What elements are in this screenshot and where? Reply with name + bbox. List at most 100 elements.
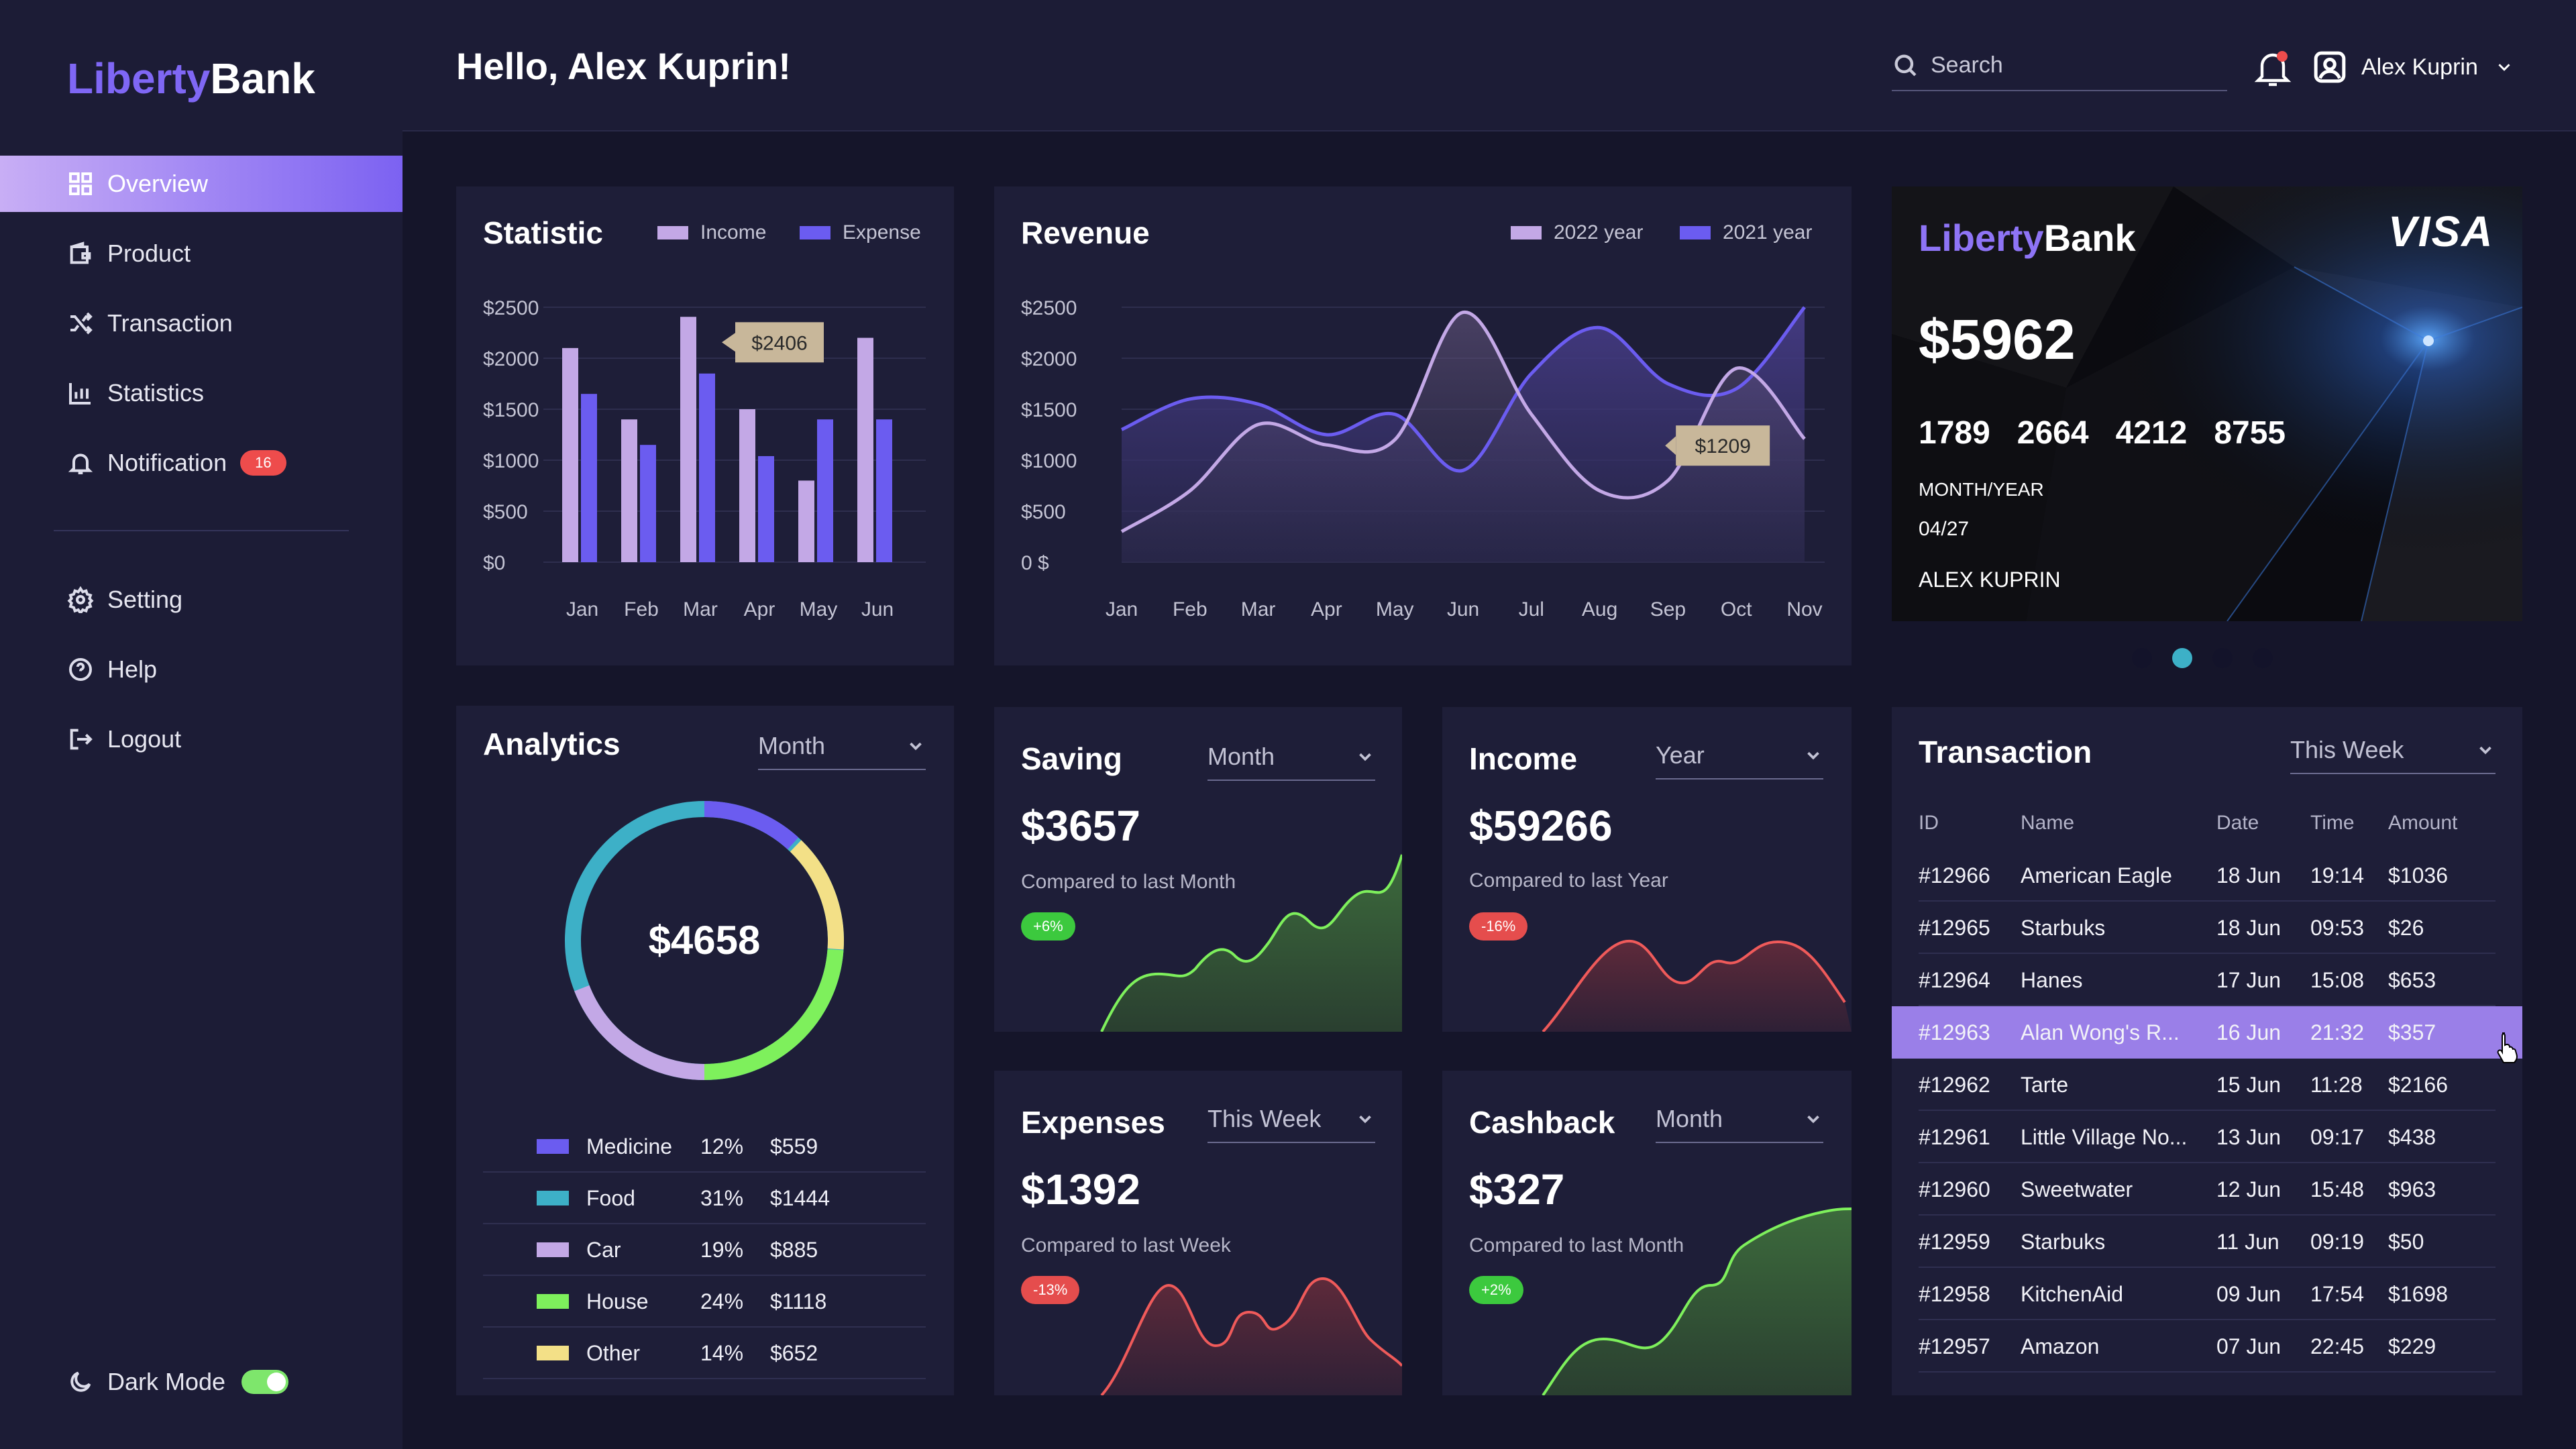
transaction-period-dropdown[interactable]: This Week [2290, 727, 2496, 774]
y-tick-label: 0 $ [1021, 552, 1049, 574]
category-amount: $885 [770, 1237, 818, 1262]
income-period-dropdown[interactable]: Year [1656, 733, 1823, 780]
expenses-compare-text: Compared to last Week [1021, 1234, 1231, 1256]
y-tick-label: $1000 [1021, 450, 1077, 472]
carousel-dot[interactable] [2132, 648, 2152, 668]
sidebar: LibertyBank Overview Product Transaction… [0, 0, 402, 1449]
cashback-title: Cashback [1469, 1105, 1615, 1140]
donut-segment-other [565, 801, 844, 1080]
x-tick-label: Mar [1241, 598, 1276, 621]
legend-swatch [537, 1346, 569, 1360]
analytics-legend-row: Car 19% $885 [483, 1225, 926, 1276]
bar-expense[interactable] [817, 419, 833, 562]
saving-period-dropdown[interactable]: Month [1208, 734, 1375, 781]
sidebar-item-logout[interactable]: Logout [0, 711, 402, 767]
sidebar-item-label: Overview [107, 170, 209, 197]
card-number: 1789 2664 4212 8755 [1919, 415, 2286, 451]
cashback-period-dropdown[interactable]: Month [1656, 1096, 1823, 1143]
notification-bell-icon[interactable] [2254, 47, 2292, 87]
visa-logo: VISA [2388, 207, 2494, 256]
column-header-amount[interactable]: Amount [2388, 812, 2458, 834]
analytics-legend-row: Food 31% $1444 [483, 1173, 926, 1224]
carousel-dot[interactable] [2253, 648, 2273, 668]
sidebar-item-transaction[interactable]: Transaction [0, 295, 402, 352]
logout-icon [70, 729, 93, 750]
sidebar-item-setting[interactable]: Setting [0, 572, 402, 628]
cell-time: 22:45 [2310, 1334, 2365, 1358]
legend-label: 2022 year [1554, 221, 1644, 244]
category-name: Other [586, 1340, 641, 1365]
expenses-period-dropdown[interactable]: This Week [1208, 1096, 1375, 1143]
cashback-value: $327 [1469, 1165, 1565, 1214]
moon-icon [70, 1371, 91, 1392]
cashback-compare-text: Compared to last Month [1469, 1234, 1684, 1256]
bell-icon [68, 453, 93, 474]
bar-income[interactable] [562, 347, 578, 562]
legend-2022: 2022 year [1511, 221, 1643, 244]
table-row[interactable]: #12966 American Eagle 18 Jun 19:14 $1036 [1892, 849, 2522, 902]
search-input[interactable]: Search [1892, 40, 2227, 91]
user-name: Alex Kuprin [2361, 54, 2478, 80]
dark-mode-toggle[interactable] [241, 1370, 289, 1394]
row-divider [1919, 1162, 2496, 1163]
x-tick-label: Mar [683, 598, 718, 621]
bar-income[interactable] [798, 480, 814, 562]
table-row-selected[interactable]: #12963 Alan Wong's R... 16 Jun 21:32 $357 [1892, 1006, 2522, 1059]
x-tick-label: Apr [744, 598, 775, 621]
saving-change-badge: +6% [1021, 912, 1075, 941]
legend-label: Income [700, 221, 767, 244]
bar-expense[interactable] [876, 419, 892, 562]
table-row[interactable]: #12960 Sweetwater 12 Jun 15:48 $963 [1892, 1163, 2522, 1216]
bar-expense[interactable] [699, 373, 715, 562]
carousel-dot[interactable] [2212, 648, 2233, 668]
column-header-id[interactable]: ID [1919, 812, 1939, 834]
shuffle-icon [70, 312, 93, 335]
table-row[interactable]: #12961 Little Village No... 13 Jun 09:17 $43… [1892, 1111, 2522, 1163]
carousel-dot-active[interactable] [2172, 648, 2192, 668]
bar-expense[interactable] [758, 455, 774, 562]
bar-income[interactable] [680, 317, 696, 562]
legend-swatch [537, 1139, 569, 1154]
bar-income[interactable] [739, 409, 755, 562]
analytics-period-dropdown[interactable]: Month [758, 723, 926, 770]
table-row[interactable]: #12962 Tarte 15 Jun 11:28 $2166 [1892, 1059, 2522, 1111]
user-menu[interactable]: Alex Kuprin [2313, 47, 2514, 87]
category-name: House [586, 1289, 649, 1313]
line-2021[interactable] [1120, 306, 1806, 473]
bar-expense[interactable] [581, 394, 597, 562]
bar-income[interactable] [857, 337, 873, 562]
column-header-date[interactable]: Date [2216, 812, 2259, 834]
brand-logo[interactable]: LibertyBank [67, 54, 315, 103]
credit-card[interactable]: LibertyBank VISA $5962 1789 2664 4212 87… [1892, 186, 2522, 621]
revenue-card: Revenue 2022 year 2021 year $2500 $2000 $1… [994, 186, 1851, 665]
table-row[interactable]: #12959 Starbuks 11 Jun 09:19 $50 [1892, 1216, 2522, 1268]
card-expiry-label: MONTH/YEAR [1919, 479, 2044, 500]
table-row[interactable]: #12958 KitchenAid 09 Jun 17:54 $1698 [1892, 1268, 2522, 1320]
sidebar-item-statistics[interactable]: Statistics [0, 365, 402, 421]
legend-swatch [800, 226, 830, 239]
sidebar-item-product[interactable]: Product [0, 225, 402, 282]
card-carousel-dots [2132, 648, 2273, 668]
cell-name: Amazon [2021, 1334, 2100, 1358]
sidebar-item-help[interactable]: Help [0, 641, 402, 698]
sidebar-item-notification[interactable]: Notification 16 [0, 435, 402, 491]
table-row[interactable]: #12964 Hanes 17 Jun 15:08 $653 [1892, 954, 2522, 1006]
category-amount: $559 [770, 1134, 818, 1159]
column-header-name[interactable]: Name [2021, 812, 2075, 834]
x-tick-label: Oct [1721, 598, 1752, 621]
cell-amount: $26 [2388, 915, 2424, 940]
income-compare-text: Compared to last Year [1469, 869, 1668, 892]
chevron-down-icon [1359, 1115, 1371, 1124]
card-balance: $5962 [1919, 308, 2076, 371]
search-placeholder: Search [1931, 52, 2003, 78]
table-row[interactable]: #12957 Amazon 07 Jun 22:45 $229 [1892, 1320, 2522, 1373]
bar-income[interactable] [621, 419, 637, 562]
sidebar-item-overview[interactable]: Overview [0, 156, 402, 212]
table-row[interactable]: #12965 Starbuks 18 Jun 09:53 $26 [1892, 902, 2522, 954]
income-card: Income Year $59266 Compared to last Year… [1442, 707, 1851, 1032]
expenses-title: Expenses [1021, 1105, 1165, 1140]
greeting-title: Hello, Alex Kuprin! [456, 45, 791, 87]
analytics-donut-chart: $4658 [565, 801, 844, 1080]
bar-expense[interactable] [640, 445, 656, 562]
column-header-time[interactable]: Time [2310, 812, 2355, 834]
